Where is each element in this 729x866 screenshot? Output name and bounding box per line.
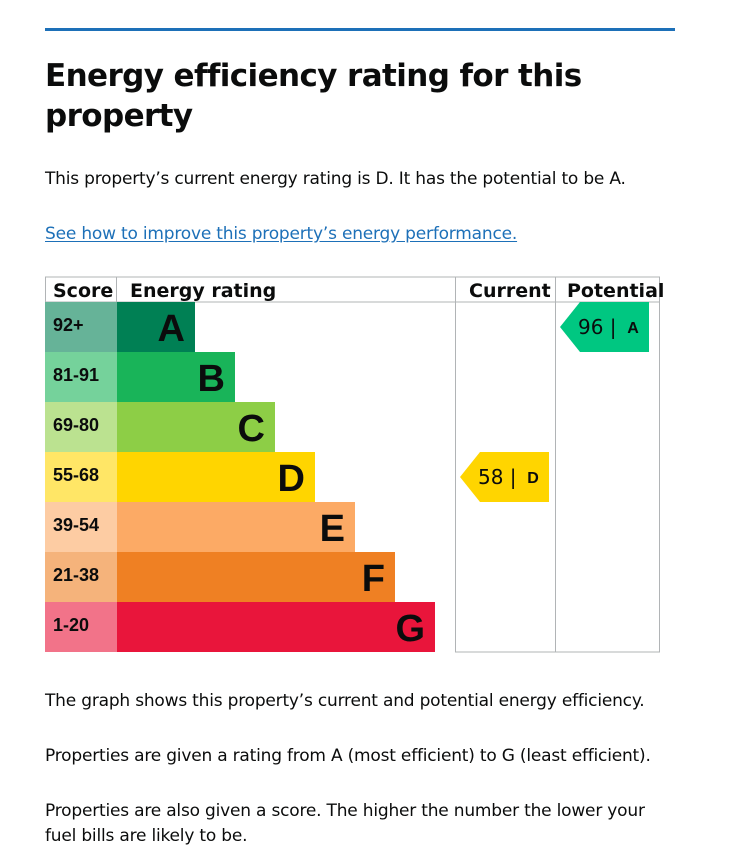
rating-scale-explanation: Properties are given a rating from A (mo… [45,746,651,766]
current-arrow: 58 | D [460,452,549,502]
improve-link-paragraph: See how to improve this property’s energ… [45,222,685,247]
band-bar-f [117,552,395,602]
score-range-e: 39-54 [53,515,99,535]
score-cell-a [45,302,117,352]
score-range-f: 21-38 [53,565,99,585]
score-range-a: 92+ [53,315,84,335]
band-bar-a [117,302,195,352]
score-explanation: Properties are also given a score. The h… [45,801,645,846]
band-bar-c [117,402,275,452]
energy-rating-header: Energy rating [130,280,276,302]
band-letter-f: F [362,558,385,600]
score-header: Score [53,280,113,302]
score-cell-g [45,602,117,652]
current-header: Current [469,280,551,302]
band-bar-e [117,502,355,552]
current-score-label: 58 | [478,465,517,489]
band-letter-a: A [158,308,185,350]
score-cell-d [45,452,117,502]
score-cell-c [45,402,117,452]
band-bar-g [117,602,435,652]
score-range-d: 55-68 [53,465,99,485]
band-letter-e: E [320,508,345,550]
score-cell-b [45,352,117,402]
potential-arrow-shape [560,302,649,352]
graph-explanation: The graph shows this property’s current … [45,691,645,711]
rating-bands: 92+ A 81-91 B 69-80 C 55-68 D 39-54 E 21-38 F 1-20 G [45,302,435,652]
band-letter-c: C [238,408,265,450]
current-rating-summary: This property’s current energy rating is… [45,169,626,189]
score-cell-e [45,502,117,552]
section-rule [45,28,675,31]
score-cell-f [45,552,117,602]
potential-letter-label: A [627,320,639,337]
band-bar-b [117,352,235,402]
current-letter-label: D [527,470,539,487]
potential-header: Potential [567,280,664,302]
page-title: Energy efficiency rating for this proper… [45,58,582,134]
rating-arrows: 58 | D 96 | A [460,302,649,502]
score-range-b: 81-91 [53,365,99,385]
band-letter-g: G [395,608,425,650]
current-arrow-shape [460,452,549,502]
score-range-g: 1-20 [53,615,89,635]
band-bar-d [117,452,315,502]
potential-arrow: 96 | A [560,302,649,352]
score-range-c: 69-80 [53,415,99,435]
improve-energy-link[interactable]: See how to improve this property’s energ… [45,224,518,244]
band-letter-d: D [278,458,305,500]
potential-score-label: 96 | [578,315,617,339]
band-letter-b: B [198,358,225,400]
